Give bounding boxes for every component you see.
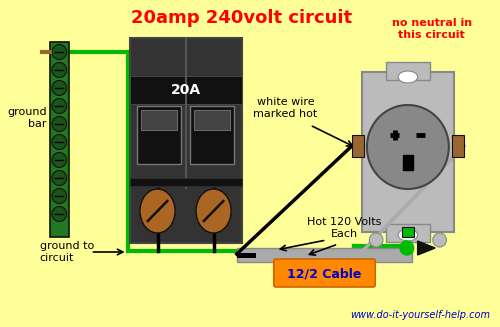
Ellipse shape	[196, 189, 231, 233]
Circle shape	[432, 233, 446, 247]
Bar	[402, 227, 413, 237]
Bar	[362, 72, 454, 232]
Text: 20amp 240volt circuit: 20amp 240volt circuit	[131, 9, 352, 27]
Circle shape	[400, 241, 413, 255]
Circle shape	[52, 134, 66, 149]
Bar	[452, 135, 464, 157]
Bar	[138, 106, 180, 164]
Circle shape	[52, 188, 66, 203]
Bar	[403, 155, 412, 170]
Text: ground to
circuit: ground to circuit	[40, 241, 94, 263]
Circle shape	[52, 62, 66, 77]
Text: 12/2 Cable: 12/2 Cable	[288, 267, 362, 281]
Ellipse shape	[140, 189, 175, 233]
Bar	[237, 248, 412, 262]
Bar	[386, 224, 430, 242]
Bar	[141, 110, 177, 130]
Bar	[50, 42, 69, 237]
Circle shape	[52, 152, 66, 167]
Bar	[190, 106, 234, 164]
Text: ground
bar: ground bar	[7, 107, 46, 129]
Text: no neutral in
this circuit: no neutral in this circuit	[392, 18, 472, 40]
Text: www.do-it-yourself-help.com: www.do-it-yourself-help.com	[350, 310, 490, 320]
Circle shape	[52, 80, 66, 95]
Text: white wire
marked hot: white wire marked hot	[254, 97, 318, 119]
Circle shape	[370, 233, 383, 247]
Bar	[130, 76, 242, 104]
Ellipse shape	[398, 229, 417, 241]
Circle shape	[52, 116, 66, 131]
Circle shape	[52, 206, 66, 221]
Bar	[130, 178, 242, 186]
Bar	[352, 135, 364, 157]
FancyBboxPatch shape	[274, 259, 375, 287]
Circle shape	[52, 170, 66, 185]
Bar	[386, 62, 430, 80]
Text: 20A: 20A	[170, 83, 200, 97]
Bar	[130, 38, 242, 243]
Circle shape	[367, 105, 449, 189]
Bar	[237, 253, 256, 258]
Circle shape	[52, 98, 66, 113]
Polygon shape	[418, 241, 435, 255]
Text: Hot 120 Volts
Each: Hot 120 Volts Each	[307, 217, 381, 239]
Circle shape	[52, 44, 66, 60]
Ellipse shape	[398, 71, 417, 83]
Bar	[194, 110, 230, 130]
